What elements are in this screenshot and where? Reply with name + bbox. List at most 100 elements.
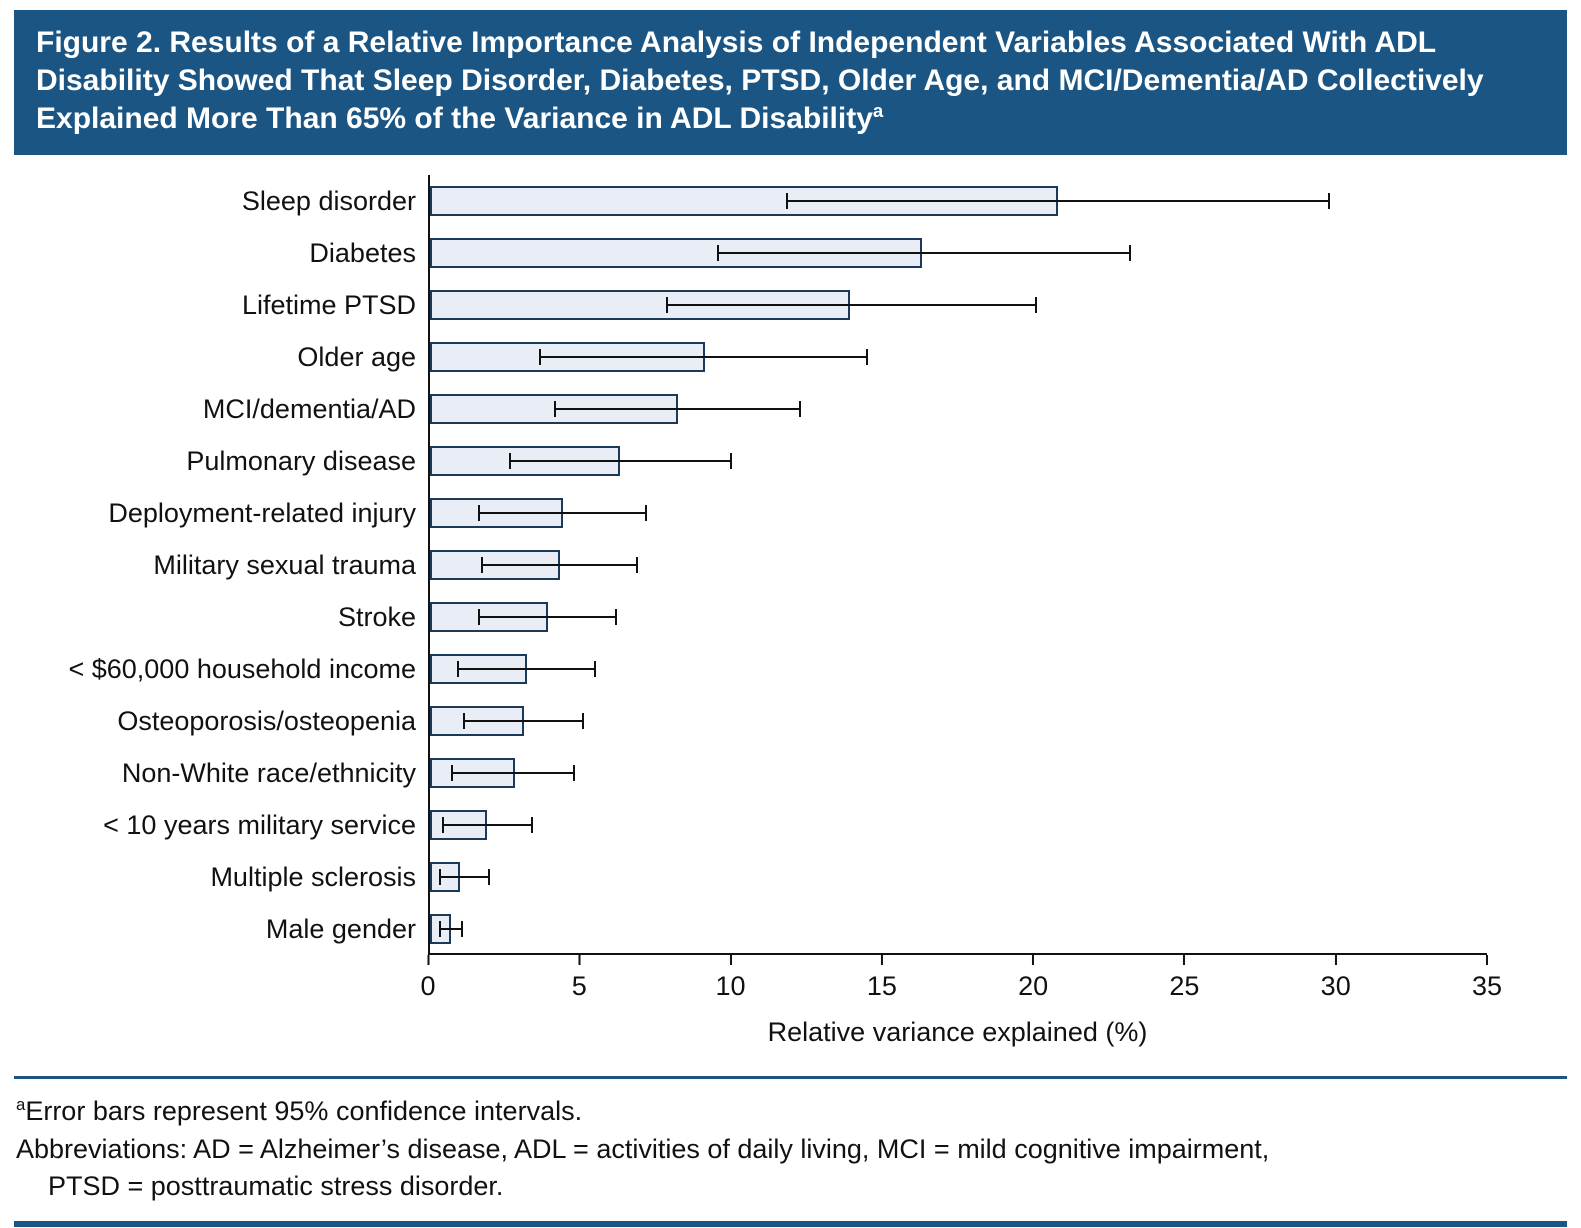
error-bar-cap xyxy=(488,869,491,886)
error-bar xyxy=(508,453,732,470)
x-tick-label: 0 xyxy=(420,971,436,1002)
error-bar-cap xyxy=(615,609,618,626)
error-bar xyxy=(439,869,491,886)
bar xyxy=(430,238,923,269)
error-bar-cap xyxy=(1035,297,1037,314)
x-tick-label: 35 xyxy=(1471,971,1503,1002)
error-bar xyxy=(439,921,464,938)
error-bar xyxy=(786,193,1330,210)
x-tick-label: 25 xyxy=(1169,971,1200,1002)
x-tick-mark xyxy=(729,955,732,966)
error-bar-cap xyxy=(572,765,575,782)
error-bar-cap xyxy=(636,557,639,574)
y-axis-label: < $60,000 household income xyxy=(68,653,416,684)
footnote-error-bars: aError bars represent 95% confidence int… xyxy=(16,1093,1565,1130)
x-tick-mark xyxy=(1183,955,1186,966)
y-axis-label: Non-White race/ethnicity xyxy=(121,757,416,788)
error-bar xyxy=(451,765,575,782)
x-tick-mark xyxy=(880,955,883,966)
y-axis-label: < 10 years military service xyxy=(103,809,416,840)
bar-row xyxy=(430,643,1487,695)
error-bar-cap xyxy=(799,401,802,418)
y-axis-label: Pulmonary disease xyxy=(186,445,416,476)
y-axis-label: Multiple sclerosis xyxy=(210,861,416,892)
bar-row xyxy=(430,487,1487,539)
x-tick-label: 15 xyxy=(866,971,897,1002)
y-axis-label: Diabetes xyxy=(309,237,416,268)
y-axis-label: Osteoporosis/osteopenia xyxy=(117,705,416,736)
error-bar-cap xyxy=(729,453,732,470)
error-bar-cap xyxy=(865,349,868,366)
x-tick: 5 xyxy=(572,955,587,1002)
error-bar-cap xyxy=(582,713,585,730)
bar-chart: Sleep disorder Diabetes Lifetime PTSD Older… xyxy=(14,175,1567,1048)
bar-row xyxy=(430,227,1487,279)
x-tick: 10 xyxy=(716,955,746,1002)
error-bar-line xyxy=(786,200,1330,203)
error-bar-line xyxy=(665,304,1037,307)
x-tick-mark xyxy=(578,955,581,966)
bottom-rule xyxy=(14,1221,1567,1228)
bar-row xyxy=(430,903,1487,955)
plot-wrap: 0 5 10 15 20 25 30 35 Relative variance explain… xyxy=(420,175,1502,1048)
error-bar-line xyxy=(478,616,618,619)
bar-row xyxy=(430,851,1487,903)
x-axis-title: Relative variance explained (%) xyxy=(767,1017,1148,1048)
x-tick-label: 5 xyxy=(571,971,587,1002)
error-bar xyxy=(478,505,648,522)
error-bar-cap xyxy=(594,661,597,678)
error-bar-line xyxy=(439,876,491,879)
error-bar-line xyxy=(457,668,597,671)
y-axis-label: Deployment-related injury xyxy=(108,497,416,528)
bar-row xyxy=(430,175,1487,227)
error-bar-cap xyxy=(530,817,533,834)
footnote-superscript: a xyxy=(16,1095,26,1115)
error-bar xyxy=(665,297,1037,314)
error-bar xyxy=(553,401,802,418)
y-axis-label: Sleep disorder xyxy=(241,185,416,216)
bar-row xyxy=(430,331,1487,383)
error-bar xyxy=(481,557,639,574)
footnote-abbreviations-line2: PTSD = posttraumatic stress disorder. xyxy=(48,1170,504,1201)
error-bar-line xyxy=(439,928,464,931)
bar-row xyxy=(430,799,1487,851)
bar-row xyxy=(430,695,1487,747)
x-axis: 0 5 10 15 20 25 30 35 xyxy=(420,955,1502,1005)
x-tick: 30 xyxy=(1321,955,1351,1002)
error-bar-line xyxy=(508,460,732,463)
x-tick: 35 xyxy=(1472,955,1502,1002)
error-bar-line xyxy=(463,720,585,723)
bar-row xyxy=(430,591,1487,643)
figure-title-bar: Figure 2. Results of a Relative Importan… xyxy=(14,10,1567,156)
error-bar xyxy=(478,609,618,626)
y-axis-label: Stroke xyxy=(337,601,416,632)
y-axis-label: Military sexual trauma xyxy=(153,549,416,580)
bar-row xyxy=(430,539,1487,591)
error-bar xyxy=(716,245,1131,262)
x-tick: 25 xyxy=(1169,955,1199,1002)
error-bar-line xyxy=(442,824,533,827)
error-bar-cap xyxy=(1327,193,1330,210)
bar-row xyxy=(430,747,1487,799)
x-tick-label: 10 xyxy=(715,971,746,1002)
y-axis-label: Male gender xyxy=(265,913,416,944)
bar-row xyxy=(430,383,1487,435)
footnotes: aError bars represent 95% confidence int… xyxy=(14,1076,1567,1205)
error-bar-cap xyxy=(1128,245,1131,262)
error-bar xyxy=(538,349,868,366)
x-tick: 0 xyxy=(420,955,436,1002)
footnote-abbreviations-line1: Abbreviations: AD = Alzheimer’s disease,… xyxy=(16,1133,1270,1164)
error-bar xyxy=(457,661,597,678)
x-tick: 15 xyxy=(867,955,897,1002)
error-bar-line xyxy=(716,252,1131,255)
x-tick-mark xyxy=(427,955,429,966)
figure-title-superscript: a xyxy=(872,99,884,121)
error-bar-cap xyxy=(461,921,464,938)
x-tick-mark xyxy=(1334,955,1337,966)
bar-row xyxy=(430,435,1487,487)
error-bar-line xyxy=(538,356,868,359)
plot-area xyxy=(428,175,1487,956)
x-tick-label: 20 xyxy=(1018,971,1049,1002)
error-bar-line xyxy=(481,564,639,567)
y-axis-label: MCI/dementia/AD xyxy=(202,393,416,424)
